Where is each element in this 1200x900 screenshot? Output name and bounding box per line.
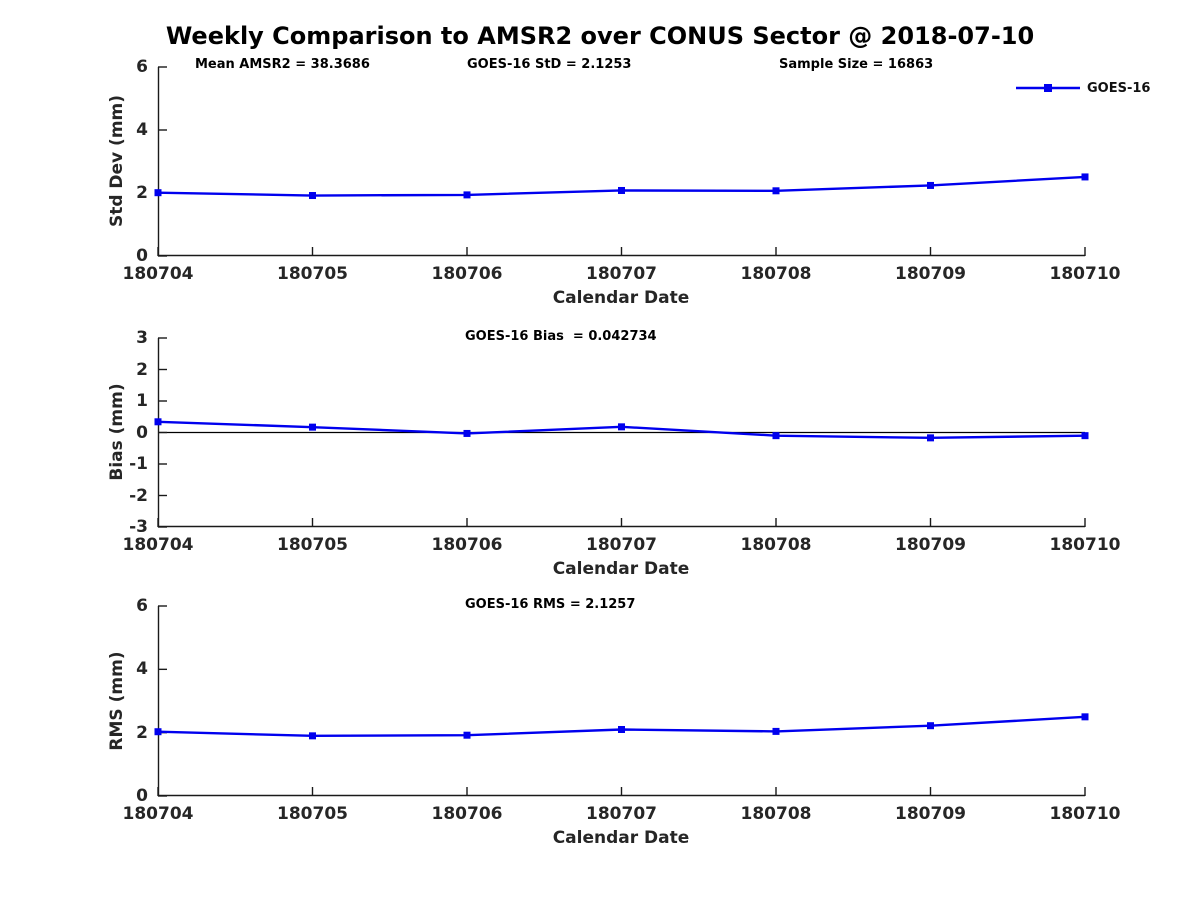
x-axis-label-stddev: Calendar Date (552, 288, 690, 308)
x-axis-label-bias: Calendar Date (552, 559, 690, 579)
x-tick-label: 180706 (431, 264, 503, 284)
rms-plot (154, 605, 1089, 797)
x-tick-label: 180707 (586, 264, 657, 284)
annotation-sample-size: Sample Size = 16863 (779, 57, 934, 72)
data-point-marker (618, 423, 625, 431)
data-point-marker (927, 181, 934, 189)
y-axis-label-stddev: Std Dev (mm) (107, 94, 127, 228)
data-point-marker (154, 728, 162, 736)
data-point-marker (772, 432, 780, 440)
y-tick-label: 4 (136, 120, 148, 140)
annotation-goes16-std: GOES-16 StD = 2.1253 (467, 57, 632, 72)
y-tick-label: 3 (136, 328, 148, 348)
y-tick-label: 6 (136, 596, 148, 616)
y-tick-label: 2 (136, 183, 148, 203)
x-tick-label: 180708 (740, 264, 812, 284)
y-tick-label: 0 (136, 246, 148, 266)
data-point-marker (618, 186, 625, 194)
x-tick-label: 180705 (277, 804, 348, 824)
x-tick-label: 180709 (895, 264, 966, 284)
x-tick-label: 180705 (277, 264, 348, 284)
x-tick-label: 180704 (122, 535, 194, 555)
y-tick-label: 2 (136, 722, 148, 743)
data-point-marker (618, 726, 625, 733)
y-tick-label: 6 (136, 57, 148, 77)
x-tick-label: 180705 (277, 535, 348, 555)
annotation-goes16-bias: GOES-16 Bias = 0.042734 (465, 329, 657, 344)
axis-spines (157, 67, 1085, 257)
y-tick-label: 4 (136, 659, 148, 680)
legend: GOES-16 (1016, 80, 1150, 96)
x-tick-label: 180710 (1049, 535, 1121, 555)
y-tick-label: -1 (129, 454, 148, 474)
x-axis-label-rms: Calendar Date (552, 828, 690, 848)
bias-plot (154, 337, 1089, 528)
data-point-marker (309, 192, 316, 200)
x-tick-label: 180707 (586, 535, 657, 555)
annotation-mean-amsr2: Mean AMSR2 = 38.3686 (195, 57, 370, 72)
y-tick-label: -2 (129, 485, 148, 506)
x-tick-label: 180706 (431, 535, 503, 555)
data-point-marker (772, 187, 780, 195)
x-tick-label: 180710 (1049, 804, 1121, 824)
data-point-marker (309, 732, 316, 740)
y-tick-label: 1 (136, 391, 148, 411)
data-point-marker (927, 722, 934, 730)
stddev-plot (154, 66, 1089, 257)
annotation-goes16-rms: GOES-16 RMS = 2.1257 (465, 597, 636, 612)
data-point-marker (309, 423, 316, 431)
legend-label: GOES-16 (1087, 80, 1151, 96)
y-tick-label: -3 (129, 517, 148, 537)
data-point-marker (772, 727, 780, 735)
x-tick-label: 180709 (895, 804, 966, 824)
x-tick-label: 180706 (431, 804, 503, 824)
legend-line-icon (1016, 84, 1080, 92)
data-point-marker (154, 189, 162, 197)
y-tick-label: 0 (136, 786, 148, 806)
x-tick-label: 180709 (895, 535, 966, 555)
data-point-marker (463, 429, 471, 437)
x-tick-label: 180707 (586, 804, 657, 824)
x-tick-label: 180708 (740, 804, 812, 824)
y-axis-label-rms: RMS (mm) (107, 651, 127, 751)
x-tick-label: 180708 (740, 535, 812, 555)
data-point-marker (927, 434, 934, 442)
data-point-marker (1081, 432, 1089, 440)
data-point-marker (154, 418, 162, 426)
data-point-marker (1081, 713, 1089, 721)
data-point-marker (1081, 173, 1089, 181)
data-point-marker (463, 191, 471, 199)
x-tick-label: 180710 (1049, 264, 1121, 284)
axis-spines (157, 606, 1085, 797)
x-tick-label: 180704 (122, 804, 194, 824)
figure-title: Weekly Comparison to AMSR2 over CONUS Se… (165, 22, 1035, 50)
data-point-marker (463, 731, 471, 739)
x-tick-label: 180704 (122, 264, 194, 284)
y-tick-label: 0 (136, 422, 148, 443)
y-tick-label: 2 (136, 359, 148, 380)
